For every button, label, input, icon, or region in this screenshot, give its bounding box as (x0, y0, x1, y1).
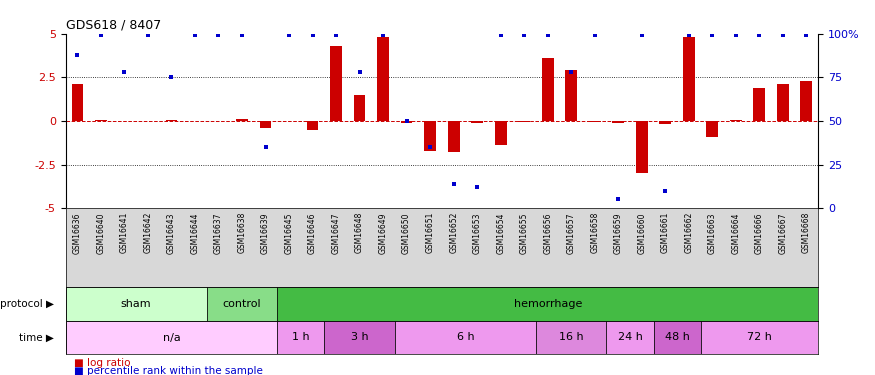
Text: GSM16644: GSM16644 (191, 212, 200, 254)
Bar (325, 321, 395, 354)
Text: GSM16668: GSM16668 (802, 212, 811, 254)
Bar (260, 121, 271, 128)
Text: 1 h: 1 h (292, 333, 310, 342)
Text: GSM16643: GSM16643 (167, 212, 176, 254)
Text: sham: sham (121, 299, 151, 309)
Text: protocol ▶: protocol ▶ (0, 299, 54, 309)
Bar (660, 121, 671, 124)
Bar (589, 121, 600, 122)
Text: GSM16640: GSM16640 (96, 212, 105, 254)
Bar (66, 287, 206, 321)
Text: GSM16641: GSM16641 (120, 212, 129, 254)
Bar (206, 287, 277, 321)
Bar (606, 321, 654, 354)
Text: ■ log ratio: ■ log ratio (74, 358, 131, 368)
Text: GSM16647: GSM16647 (332, 212, 340, 254)
Text: 72 h: 72 h (747, 333, 772, 342)
Text: GSM16655: GSM16655 (520, 212, 528, 254)
Text: GSM16645: GSM16645 (284, 212, 293, 254)
Text: 16 h: 16 h (559, 333, 584, 342)
Bar (424, 121, 436, 151)
Bar (801, 81, 812, 121)
Text: GSM16649: GSM16649 (379, 212, 388, 254)
Text: GSM16667: GSM16667 (779, 212, 788, 254)
Bar (777, 84, 788, 121)
Text: GSM16639: GSM16639 (261, 212, 270, 254)
Text: GSM16666: GSM16666 (755, 212, 764, 254)
Text: GSM16638: GSM16638 (237, 212, 247, 254)
Text: hemorrhage: hemorrhage (514, 299, 582, 309)
Bar (395, 321, 536, 354)
Bar (612, 121, 624, 123)
Bar (494, 121, 507, 146)
Bar (277, 321, 325, 354)
Text: GSM16652: GSM16652 (449, 212, 458, 254)
Bar (236, 119, 248, 121)
Bar (66, 321, 277, 354)
Text: 24 h: 24 h (618, 333, 642, 342)
Text: GSM16651: GSM16651 (425, 212, 435, 254)
Text: GSM16637: GSM16637 (214, 212, 223, 254)
Bar (330, 46, 342, 121)
Bar (377, 37, 389, 121)
Text: control: control (222, 299, 262, 309)
Text: GSM16646: GSM16646 (308, 212, 317, 254)
Bar (277, 287, 818, 321)
Bar (448, 121, 459, 152)
Bar (165, 120, 178, 121)
Bar (706, 121, 718, 136)
Text: n/a: n/a (163, 333, 180, 342)
Text: 6 h: 6 h (457, 333, 474, 342)
Text: GSM16659: GSM16659 (613, 212, 623, 254)
Bar (306, 121, 318, 130)
Text: GSM16658: GSM16658 (591, 212, 599, 254)
Bar (95, 120, 107, 121)
Bar (518, 121, 530, 122)
Bar (565, 70, 578, 121)
Bar (636, 121, 648, 173)
Text: GSM16663: GSM16663 (708, 212, 717, 254)
Text: GSM16656: GSM16656 (543, 212, 552, 254)
Text: GSM16642: GSM16642 (144, 212, 152, 254)
Bar (753, 88, 766, 121)
Bar (701, 321, 818, 354)
Text: ■ percentile rank within the sample: ■ percentile rank within the sample (74, 366, 263, 375)
Bar (654, 321, 701, 354)
Text: GSM16650: GSM16650 (402, 212, 411, 254)
Text: GSM16664: GSM16664 (732, 212, 740, 254)
Bar (542, 58, 554, 121)
Text: 48 h: 48 h (665, 333, 690, 342)
Text: GSM16662: GSM16662 (684, 212, 693, 254)
Text: time ▶: time ▶ (19, 333, 54, 342)
Text: 3 h: 3 h (351, 333, 368, 342)
Text: GSM16654: GSM16654 (496, 212, 505, 254)
Bar (472, 121, 483, 123)
Text: GSM16648: GSM16648 (355, 212, 364, 254)
Text: GSM16661: GSM16661 (661, 212, 669, 254)
Bar (730, 120, 742, 121)
Text: GSM16653: GSM16653 (473, 212, 481, 254)
Text: GDS618 / 8407: GDS618 / 8407 (66, 18, 161, 31)
Bar (401, 121, 412, 123)
Text: GSM16657: GSM16657 (567, 212, 576, 254)
Text: GSM16636: GSM16636 (73, 212, 82, 254)
Text: GSM16660: GSM16660 (637, 212, 647, 254)
Bar (354, 95, 366, 121)
Bar (536, 321, 606, 354)
Bar (682, 37, 695, 121)
Bar (72, 84, 83, 121)
